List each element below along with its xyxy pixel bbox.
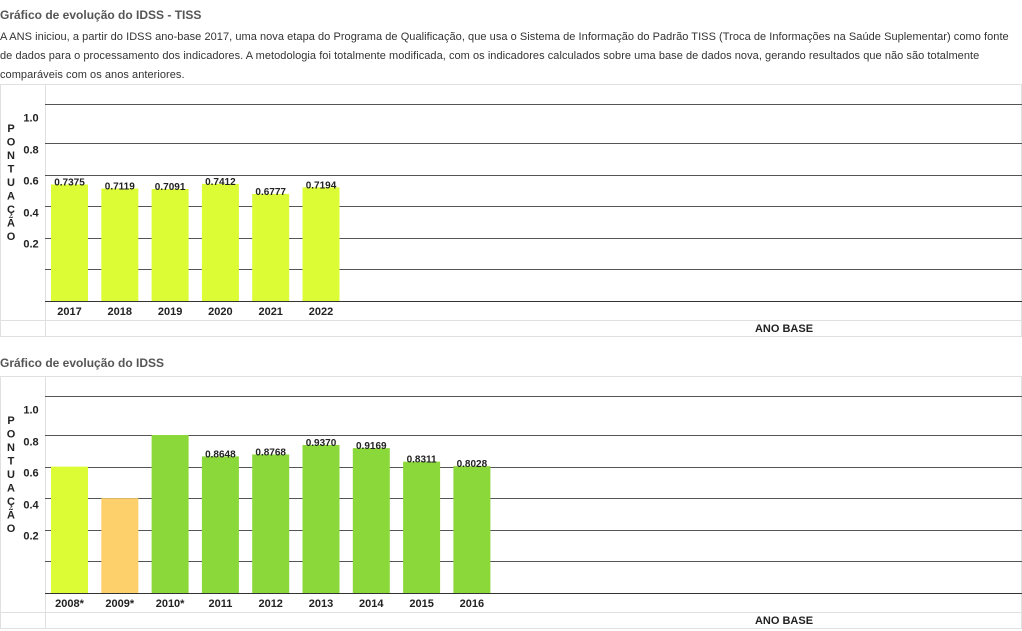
bar-value-label: 0.9370 <box>306 438 337 449</box>
bar <box>201 183 239 301</box>
y-tick-label: 0.2 <box>23 531 38 543</box>
x-tick-label: 2020 <box>208 306 232 318</box>
y-tick-label: 0.4 <box>23 500 39 512</box>
bar <box>101 498 139 593</box>
y-axis-label-char: T <box>8 164 15 176</box>
bar-value-label: 0.7119 <box>105 182 135 193</box>
y-tick-label: 1.0 <box>23 405 38 417</box>
x-tick-label: 2013 <box>309 598 333 610</box>
x-tick-label: 2015 <box>409 598 433 610</box>
x-tick-label: 2019 <box>158 306 182 318</box>
x-tick-label: 2014 <box>359 598 384 610</box>
x-axis-title: ANO BASE <box>755 323 813 335</box>
idss-chart: 0.2 0.4 0.6 0.8 1.0 P O N T U A Ç Ã O 2008* 2009* 2010* 0… <box>0 376 1022 631</box>
bar <box>51 184 88 301</box>
y-tick-label: 0.2 <box>23 239 38 251</box>
bar <box>151 188 189 301</box>
x-tick-label: 2010* <box>156 598 185 610</box>
bar <box>302 444 340 593</box>
y-tick-label: 0.8 <box>23 145 38 157</box>
bar-value-label: 0.8028 <box>457 459 488 470</box>
x-tick-label: 2008* <box>55 598 84 610</box>
y-axis-label-char: N <box>7 150 15 162</box>
bar-value-label: 0.9169 <box>356 441 387 452</box>
bar <box>252 454 290 593</box>
bar-value-label: 0.7194 <box>306 180 337 191</box>
y-axis-label-char: A <box>7 191 15 203</box>
y-axis-label-char: O <box>7 231 16 243</box>
x-tick-label: 2021 <box>258 306 282 318</box>
y-tick-label: 0.8 <box>23 437 38 449</box>
bar <box>51 466 88 593</box>
y-tick-label: 1.0 <box>23 113 38 125</box>
x-axis-title: ANO BASE <box>755 615 813 627</box>
y-axis-label-char: Ã <box>7 217 15 230</box>
y-axis-label-char: O <box>7 523 16 535</box>
x-tick-label: 2016 <box>460 598 484 610</box>
bar-value-label: 0.8768 <box>255 447 286 458</box>
x-tick-label: 2018 <box>108 306 132 318</box>
y-axis-label-char: U <box>7 469 15 481</box>
bar <box>101 188 139 301</box>
x-tick-label: 2022 <box>309 306 333 318</box>
bar <box>302 187 340 301</box>
y-axis-label-char: T <box>8 456 15 468</box>
bar-value-label: 0.7412 <box>205 177 236 188</box>
y-axis-label-char: Ç <box>7 204 15 216</box>
x-tick-label: 2012 <box>258 598 282 610</box>
tiss-chart-title: Gráfico de evolução do IDSS - TISS <box>0 8 202 22</box>
y-tick-label: 0.6 <box>23 468 38 480</box>
y-axis-label-char: P <box>7 415 14 427</box>
bar <box>453 466 491 593</box>
tiss-chart-svg: 0.20.40.60.81.0PONTUAÇÃO0.737520170.7119… <box>0 84 1022 337</box>
y-axis-label-char: O <box>7 137 16 149</box>
y-axis-label-char: P <box>7 123 14 135</box>
bar <box>201 456 239 593</box>
y-axis-label-char: N <box>7 442 15 454</box>
y-tick-label: 0.4 <box>23 208 39 220</box>
y-tick-label: 0.6 <box>23 176 38 188</box>
bar <box>252 193 290 301</box>
y-axis-label-char: A <box>7 483 15 495</box>
x-tick-label: 2017 <box>57 306 81 318</box>
bar-value-label: 0.7375 <box>54 177 85 188</box>
y-axis-label-char: Ç <box>7 496 15 508</box>
bar <box>403 461 441 593</box>
x-tick-label: 2011 <box>208 598 232 610</box>
idss-chart-title: Gráfico de evolução do IDSS <box>0 356 165 370</box>
bar-value-label: 0.8648 <box>205 449 236 460</box>
bar <box>151 435 189 593</box>
y-axis-label-char: U <box>7 177 15 189</box>
tiss-chart: 0.2 0.4 0.6 0.8 1.0 P O N T U A Ç Ã O 0.7375 2017 0.7119… <box>0 84 1022 339</box>
y-axis-label-char: Ã <box>7 509 15 522</box>
y-axis-label-char: O <box>7 429 16 441</box>
x-tick-label: 2009* <box>105 598 134 610</box>
bar-value-label: 0.6777 <box>255 187 286 198</box>
bar-value-label: 0.8311 <box>407 455 437 466</box>
bar <box>352 448 390 593</box>
bar-value-label: 0.7091 <box>155 182 186 193</box>
tiss-intro-text: A ANS iniciou, a partir do IDSS ano-base… <box>0 31 1009 81</box>
